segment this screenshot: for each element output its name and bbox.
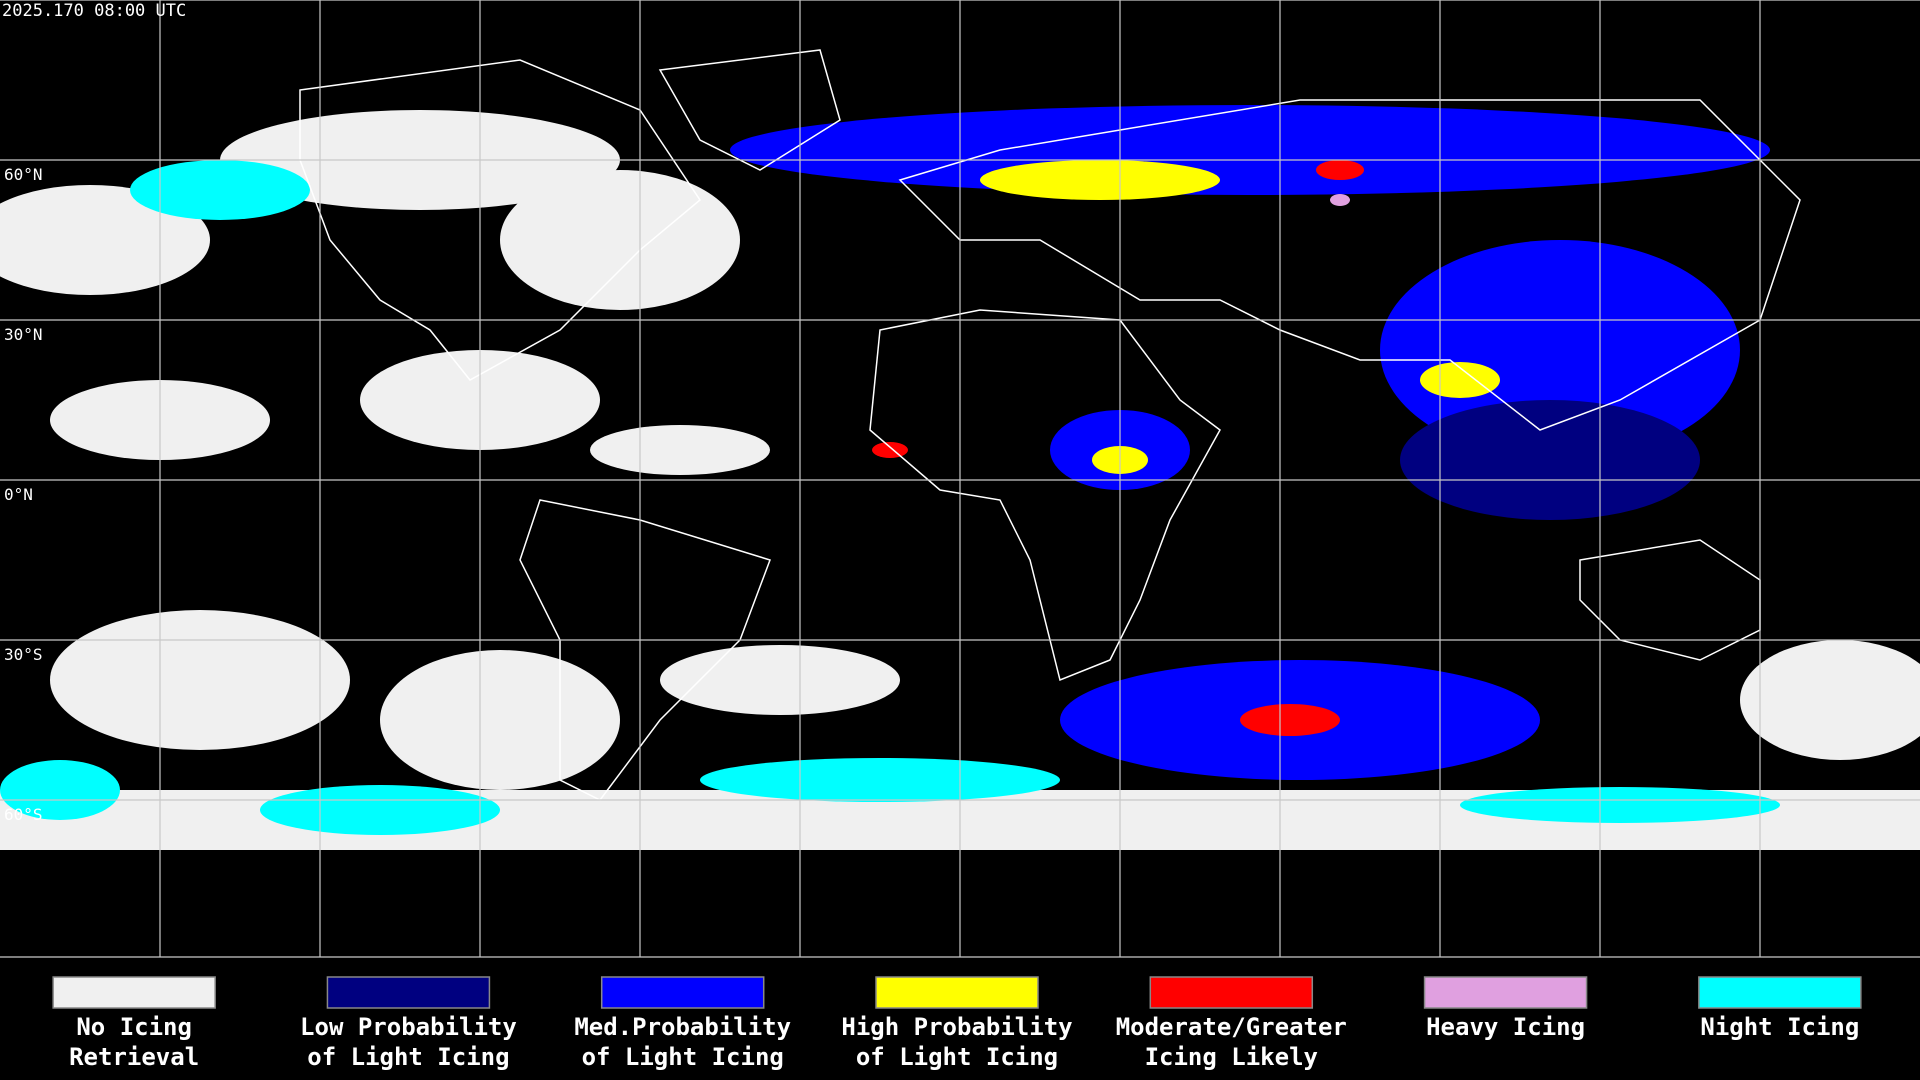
icing-field [1240,704,1340,736]
cloud [0,185,210,295]
legend-label: Retrieval [69,1043,199,1071]
latitude-label: 60°S [4,805,43,824]
night-icing [130,160,310,220]
cloud [50,610,350,750]
legend-label: Night Icing [1700,1013,1859,1041]
legend-label: Low Probability [300,1013,517,1041]
legend-label: High Probability [841,1013,1072,1041]
legend-swatch [1423,976,1588,1009]
icing-field [1380,240,1740,460]
legend-swatch [875,976,1039,1009]
icing-field [980,160,1220,200]
legend-label: Moderate/Greater [1116,1013,1347,1041]
coastline [519,499,771,801]
coastline [1579,539,1761,661]
legend-swatch [600,976,765,1009]
legend-label: of Light Icing [582,1043,784,1071]
night-icing [260,785,500,835]
night-icing [1460,787,1780,823]
legend-swatch [1149,976,1314,1009]
legend-label: Icing Likely [1145,1043,1318,1071]
latitude-label: 60°N [4,165,43,184]
icing-field [872,442,908,458]
cloud [660,645,900,715]
legend-label: of Light Icing [307,1043,509,1071]
coastline [299,59,701,381]
latitude-label: 0°N [4,485,33,504]
timestamp: 2025.170 08:00 UTC [2,1,186,21]
legend-swatch [52,976,216,1009]
graticule [0,0,1920,958]
icing-field [1316,160,1364,180]
latitude-label: 30°S [4,645,43,664]
coastline [869,309,1221,682]
coastline [898,99,1801,431]
night-icing [0,760,120,820]
icing-field [1400,400,1700,520]
legend-label: No Icing [76,1013,192,1041]
latitude-label: 30°N [4,325,43,344]
legend-label: Heavy Icing [1426,1013,1585,1041]
night-icing [700,758,1060,802]
cloud [590,425,770,475]
legend-label: Med.Probability [574,1013,791,1041]
cloud [500,170,740,310]
icing-field [1330,194,1350,206]
legend-label: of Light Icing [856,1043,1058,1071]
legend-swatch [326,976,491,1009]
latitude-labels: 60°N 30°N 0°N 30°S 60°S [4,165,43,824]
icing-field [730,105,1770,195]
cloud [380,650,620,790]
legend-swatch [1698,976,1862,1009]
cloud [1740,640,1920,760]
coastlines [299,49,1801,801]
